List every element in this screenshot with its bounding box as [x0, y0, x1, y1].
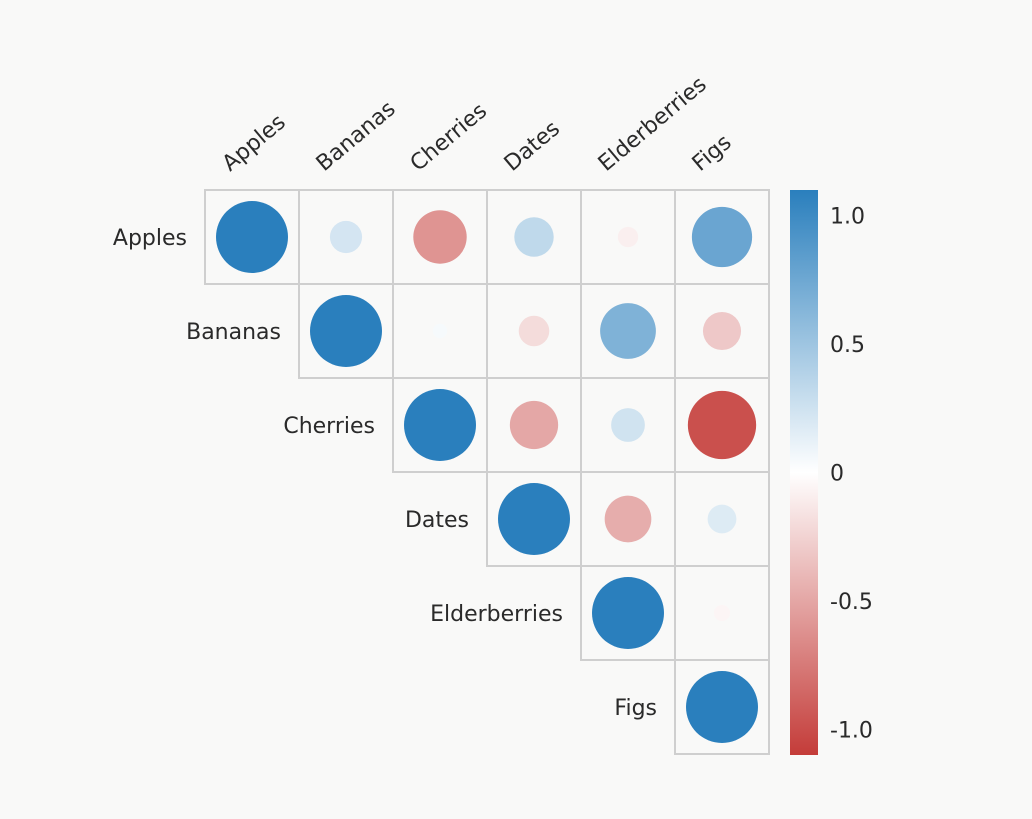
colorbar-tick-label: 1.0: [830, 205, 865, 230]
correlation-circle: [404, 389, 476, 461]
cell-dates-figs: [674, 471, 770, 567]
cell-apples-elderberries: [580, 189, 676, 285]
cell-apples-bananas: [298, 189, 394, 285]
cell-bananas-dates: [486, 283, 582, 379]
correlation-circle: [617, 226, 639, 248]
correlation-circle: [687, 390, 757, 460]
correlation-circle: [514, 217, 554, 257]
col-label-figs: Figs: [688, 130, 737, 177]
row-label-bananas: Bananas: [186, 320, 281, 345]
colorbar-tick-label: 0: [830, 462, 844, 487]
cell-bananas-elderberries: [580, 283, 676, 379]
correlation-circle: [713, 604, 731, 622]
colorbar-tick-label: 0.5: [830, 333, 865, 358]
correlation-circle: [707, 504, 737, 534]
row-label-apples: Apples: [113, 226, 187, 251]
cell-apples-cherries: [392, 189, 488, 285]
cell-cherries-figs: [674, 377, 770, 473]
cell-apples-figs: [674, 189, 770, 285]
row-label-dates: Dates: [405, 508, 469, 533]
col-label-dates: Dates: [500, 116, 565, 176]
cell-cherries-dates: [486, 377, 582, 473]
col-label-cherries: Cherries: [406, 99, 492, 177]
row-label-cherries: Cherries: [283, 414, 375, 439]
cell-dates-dates: [486, 471, 582, 567]
correlation-circle: [518, 315, 550, 347]
row-label-figs: Figs: [614, 696, 657, 721]
colorbar-ticks: 1.0 0.5 0 -0.5 -1.0: [830, 205, 873, 744]
correlation-circle: [216, 201, 288, 273]
cell-bananas-figs: [674, 283, 770, 379]
cell-bananas-cherries: [392, 283, 488, 379]
correlation-circle: [702, 311, 742, 351]
correlation-circle: [600, 303, 656, 359]
cell-bananas-bananas: [298, 283, 394, 379]
matrix-grid: [204, 189, 770, 755]
row-labels: Apples Bananas Cherries Dates Elderberries Fi…: [113, 226, 657, 721]
cell-elderberries-figs: [674, 565, 770, 661]
correlation-circle: [498, 483, 570, 555]
top-labels: Apples Bananas Cherries Dates ElderberriesFi…: [218, 72, 737, 177]
cell-figs-figs: [674, 659, 770, 755]
colorbar-gradient: [790, 190, 818, 755]
correlation-circle: [592, 577, 664, 649]
correlation-circle: [329, 220, 363, 254]
correlation-circle: [509, 400, 559, 450]
correlation-circle: [686, 671, 758, 743]
correlation-circle: [611, 408, 645, 442]
cell-border: [674, 659, 770, 755]
colorbar-tick-label: -1.0: [830, 718, 873, 743]
colorbar: 1.0 0.5 0 -0.5 -1.0: [790, 190, 873, 755]
correlation-circle: [604, 495, 652, 543]
cell-elderberries-elderberries: [580, 565, 676, 661]
correlation-circle: [691, 206, 753, 268]
cell-apples-dates: [486, 189, 582, 285]
col-label-apples: Apples: [218, 110, 291, 177]
cell-cherries-elderberries: [580, 377, 676, 473]
colorbar-tick-label: -0.5: [830, 590, 873, 615]
cell-cherries-cherries: [392, 377, 488, 473]
correlation-circle: [413, 210, 467, 264]
correlation-circle: [310, 295, 382, 367]
correlation-circle: [432, 323, 448, 339]
col-label-bananas: Bananas: [312, 96, 401, 176]
cell-dates-elderberries: [580, 471, 676, 567]
row-label-elderberries: Elderberries: [430, 602, 563, 627]
cell-apples-apples: [204, 189, 300, 285]
